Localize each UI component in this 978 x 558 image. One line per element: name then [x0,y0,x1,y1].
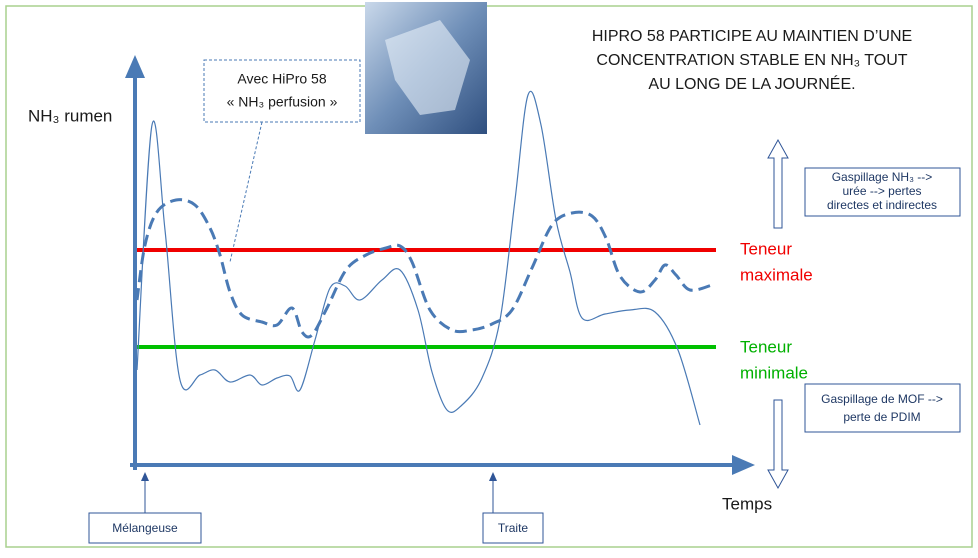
upper-box [804,167,961,217]
x-axis-label: Temps [722,494,772,513]
upper-box-line: Gaspillage NH₃ --> [832,170,933,184]
title-line: CONCENTRATION STABLE EN NH₃ TOUT [596,52,907,69]
callout-pointer [229,121,263,263]
x-axis-arrow [732,455,755,475]
upper-box-line: urée --> pertes [842,184,921,198]
lower-box [804,383,961,433]
marker-label: Mélangeuse [112,521,178,535]
curve-without [136,90,701,426]
marker-arrow [141,472,149,481]
title-line: AU LONG DE LA JOURNÉE. [648,74,855,93]
lower-box-line: Gaspillage de MOF --> [821,392,943,406]
callout-line: Avec HiPro 58 [237,71,326,87]
callout-box [203,59,361,123]
marker-arrow [489,472,497,481]
marker-label: Traite [498,521,529,535]
max-label: Teneur [740,239,792,258]
y-axis-arrow [125,55,145,78]
title: HIPRO 58 PARTICIPE AU MAINTIEN D’UNE CON… [592,28,912,93]
marker-box [482,512,544,544]
product-bag [385,20,470,115]
y-axis-label: NH₃ rumen [28,106,112,125]
up-arrow [767,138,789,229]
curve-with [135,198,713,339]
marker-box [88,512,202,544]
callout-line: « NH₃ perfusion » [227,94,338,110]
slide-border [5,5,973,548]
min-label: minimale [740,363,808,382]
down-arrow [767,399,789,490]
max-label: maximale [740,265,813,284]
min-label: Teneur [740,337,792,356]
lower-box-line: perte de PDIM [843,410,920,424]
upper-box-line: directes et indirectes [827,198,937,212]
title-line: HIPRO 58 PARTICIPE AU MAINTIEN D’UNE [592,28,912,45]
